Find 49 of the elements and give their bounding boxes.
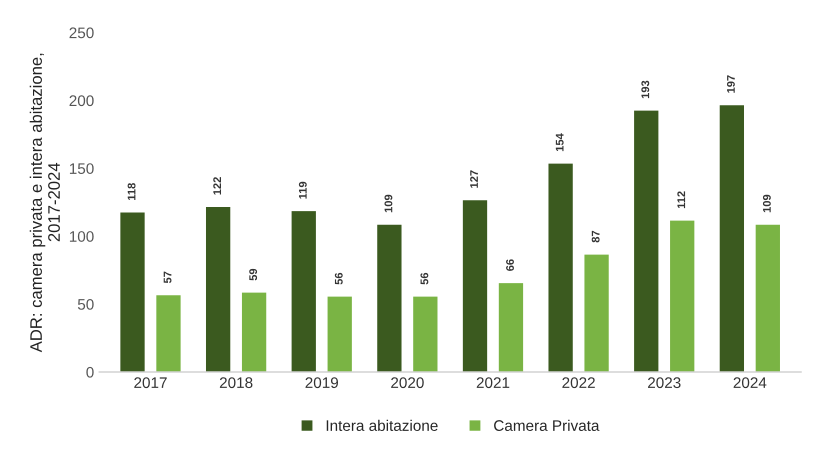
bar — [497, 282, 524, 372]
data-label: 118 — [128, 183, 136, 200]
y-axis-title: ADR: camera privata e intera abitazione, 2017-2024 — [30, 54, 60, 352]
data-label: 59 — [249, 268, 258, 280]
bar — [118, 211, 146, 372]
bar — [547, 162, 574, 372]
y-tick-label: 50 — [78, 298, 94, 310]
x-tick-label: 2023 — [648, 377, 681, 388]
bar — [461, 198, 489, 372]
bar — [290, 210, 318, 372]
data-label: 112 — [677, 191, 686, 208]
x-tick-label: 2021 — [476, 377, 510, 388]
data-label: 56 — [334, 272, 343, 285]
data-label: 197 — [726, 75, 735, 93]
data-label: 154 — [556, 133, 564, 152]
bar — [583, 253, 610, 372]
bar — [204, 206, 232, 372]
data-label: 109 — [762, 194, 771, 212]
data-label: 193 — [641, 80, 650, 98]
bar — [240, 291, 268, 372]
data-label: 66 — [506, 259, 514, 271]
y-tick-label: 0 — [86, 366, 94, 378]
bar — [668, 219, 696, 372]
bar — [632, 109, 660, 372]
x-tick-label: 2024 — [734, 377, 766, 388]
bar — [326, 295, 354, 372]
bar — [754, 223, 782, 372]
y-tick-label: 100 — [70, 231, 94, 242]
x-tick-label: 2019 — [306, 377, 338, 388]
x-tick-label: 2018 — [220, 377, 252, 388]
x-tick-label: 2020 — [391, 377, 424, 388]
data-label: 119 — [298, 182, 307, 199]
legend-label: Camera Privata — [494, 420, 600, 431]
bar — [412, 295, 439, 372]
bar — [376, 223, 403, 372]
data-label: 122 — [213, 177, 222, 195]
bar — [154, 294, 182, 372]
legend-label: Intera abitazione — [326, 420, 438, 431]
data-label: 87 — [592, 230, 600, 242]
y-tick-label: 250 — [70, 27, 94, 38]
y-tick-label: 150 — [70, 163, 94, 174]
bar — [718, 104, 746, 372]
x-tick-label: 2017 — [134, 377, 167, 388]
y-tick-label: 200 — [70, 95, 94, 106]
x-tick-label: 2022 — [562, 377, 595, 388]
data-label: 127 — [470, 170, 478, 188]
data-label: 109 — [384, 194, 392, 212]
data-label: 57 — [164, 272, 172, 284]
data-label: 56 — [420, 272, 428, 285]
